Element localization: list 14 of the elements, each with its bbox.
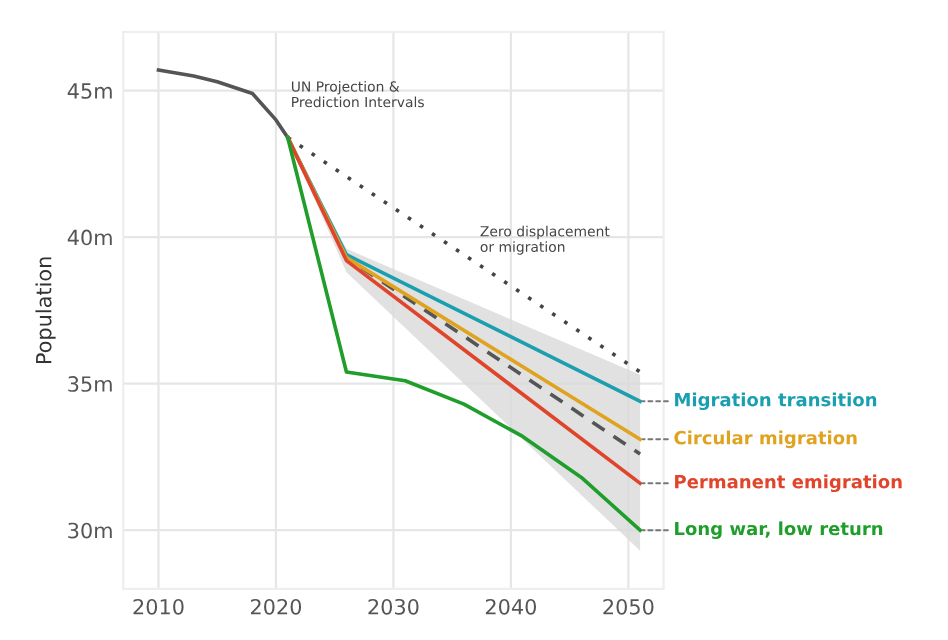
- series-label: Migration transition: [675, 392, 877, 411]
- series-label: Circular migration: [674, 430, 857, 449]
- y-tick-label: 35m: [68, 376, 112, 392]
- x-tick-label: 2010: [133, 598, 184, 615]
- series-label: Long war, low return: [675, 521, 883, 539]
- y-tick-label: 40m: [67, 229, 112, 246]
- x-tick-label: 2050: [603, 598, 654, 615]
- y-tick-label: 45m: [67, 83, 112, 99]
- y-axis-title: Population: [35, 257, 56, 364]
- x-tick-label: 2040: [485, 598, 537, 615]
- series-label: Permanent emigration: [675, 474, 902, 493]
- x-tick-label: 2030: [368, 598, 419, 615]
- y-tick-label: 30m: [68, 522, 112, 539]
- x-tick-label: 2020: [250, 598, 302, 615]
